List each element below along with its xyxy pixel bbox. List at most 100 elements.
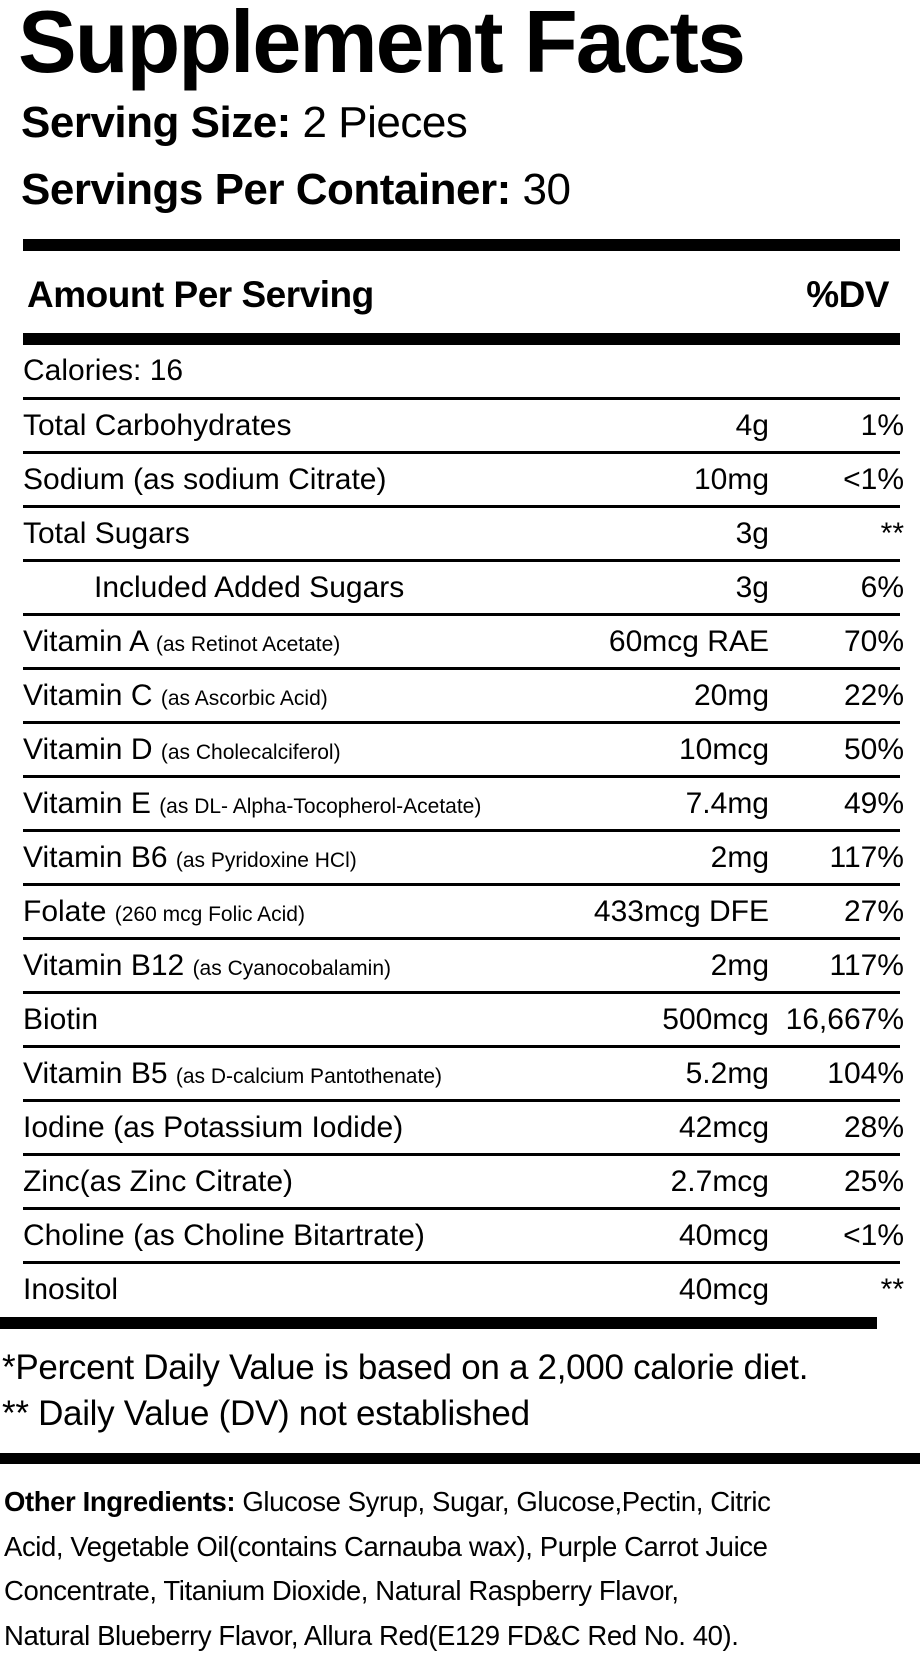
dv-heading: %DV xyxy=(806,272,889,318)
nutrient-amount: 2.7mcg xyxy=(671,1165,769,1199)
nutrient-amount: 40mcg xyxy=(679,1273,769,1307)
nutrient-source: (as D-calcium Pantothenate) xyxy=(176,1065,442,1088)
nutrient-name: Vitamin D (as Cholecalciferol) xyxy=(23,733,341,767)
nutrient-row: Vitamin B5 (as D-calcium Pantothenate) 5.… xyxy=(23,1048,900,1102)
nutrient-source: (as Pyridoxine HCl) xyxy=(176,849,357,872)
footnote-dv-not-established: ** Daily Value (DV) not established xyxy=(2,1391,530,1437)
nutrient-dv: <1% xyxy=(843,1219,904,1253)
nutrient-name: Included Added Sugars xyxy=(94,571,404,605)
nutrient-source: (as Retinot Acetate) xyxy=(156,633,340,656)
nutrient-source: (as DL- Alpha-Tocopherol-Acetate) xyxy=(159,795,481,818)
nutrient-source: (as Cholecalciferol) xyxy=(161,741,341,764)
nutrient-row: Vitamin E (as DL- Alpha-Tocopherol-Aceta… xyxy=(23,778,900,832)
divider-thick xyxy=(23,333,900,345)
nutrient-row: Sodium (as sodium Citrate)10mg<1% xyxy=(23,454,900,508)
amount-per-serving-heading: Amount Per Serving xyxy=(27,272,374,318)
nutrient-amount: 42mcg xyxy=(679,1111,769,1145)
nutrient-label: Iodine (as Potassium Iodide) xyxy=(23,1111,403,1144)
nutrient-label: Inositol xyxy=(23,1273,118,1306)
nutrient-amount: 60mcg RAE xyxy=(609,625,769,659)
nutrient-name: Inositol xyxy=(23,1273,118,1307)
nutrient-source: (as Ascorbic Acid) xyxy=(161,687,328,710)
nutrient-name: Folate (260 mcg Folic Acid) xyxy=(23,895,305,929)
nutrient-row: Choline (as Choline Bitartrate)40mcg<1% xyxy=(23,1210,900,1264)
calories: Calories: 16 xyxy=(23,354,183,388)
ingredients-text: Glucose Syrup, Sugar, Glucose,Pectin, Ci… xyxy=(235,1486,770,1517)
nutrient-amount: 3g xyxy=(736,571,769,605)
ingredients-line: Concentrate, Titanium Dioxide, Natural R… xyxy=(4,1569,920,1614)
nutrient-label: Biotin xyxy=(23,1003,98,1036)
nutrient-label: Vitamin E xyxy=(23,787,151,820)
nutrient-dv: 117% xyxy=(829,949,904,983)
nutrient-name: Biotin xyxy=(23,1003,98,1037)
nutrient-dv: 22% xyxy=(844,679,904,713)
nutrient-amount: 2mg xyxy=(711,841,769,875)
nutrient-label: Included Added Sugars xyxy=(94,571,404,604)
nutrient-dv: ** xyxy=(881,517,904,551)
divider-thick xyxy=(0,1317,877,1329)
nutrient-dv: 70% xyxy=(844,625,904,659)
nutrient-amount: 500mcg xyxy=(662,1003,769,1037)
nutrient-dv: 16,667% xyxy=(786,1003,904,1037)
nutrient-dv: 104% xyxy=(827,1057,904,1091)
nutrient-dv: 6% xyxy=(861,571,904,605)
table-header: Amount Per Serving %DV xyxy=(27,272,889,318)
panel-title: Supplement Facts xyxy=(18,0,744,92)
nutrient-label: Vitamin B6 xyxy=(23,841,168,874)
other-ingredients-label: Other Ingredients: xyxy=(4,1486,235,1517)
nutrient-amount: 7.4mg xyxy=(686,787,769,821)
nutrient-dv: ** xyxy=(881,1273,904,1307)
ingredients-line: Other Ingredients: Glucose Syrup, Sugar,… xyxy=(4,1480,920,1525)
nutrient-name: Choline (as Choline Bitartrate) xyxy=(23,1219,425,1253)
nutrient-name: Total Carbohydrates xyxy=(23,409,291,443)
nutrient-label: Folate xyxy=(23,895,106,928)
nutrient-label: Vitamin D xyxy=(23,733,153,766)
nutrient-amount: 20mg xyxy=(694,679,769,713)
nutrient-amount: 40mcg xyxy=(679,1219,769,1253)
nutrient-label: Vitamin A xyxy=(23,625,148,658)
nutrient-name: Zinc(as Zinc Citrate) xyxy=(23,1165,293,1199)
nutrient-dv: 28% xyxy=(844,1111,904,1145)
nutrient-dv: 50% xyxy=(844,733,904,767)
nutrient-label: Vitamin B12 xyxy=(23,949,184,982)
ingredients-line: Acid, Vegetable Oil(contains Carnauba wa… xyxy=(4,1525,920,1570)
serving-size-label: Serving Size: xyxy=(21,98,291,147)
divider-thick xyxy=(0,1453,920,1464)
nutrient-amount: 433mcg DFE xyxy=(594,895,769,929)
nutrient-label: Vitamin B5 xyxy=(23,1057,168,1090)
nutrient-name: Vitamin B5 (as D-calcium Pantothenate) xyxy=(23,1057,442,1091)
ingredients-line: Natural Blueberry Flavor, Allura Red(E12… xyxy=(4,1614,920,1658)
nutrient-amount: 10mcg xyxy=(679,733,769,767)
other-ingredients: Other Ingredients: Glucose Syrup, Sugar,… xyxy=(4,1480,920,1658)
nutrient-label: Sodium (as sodium Citrate) xyxy=(23,463,386,496)
nutrient-label: Total Sugars xyxy=(23,517,190,550)
nutrient-name: Sodium (as sodium Citrate) xyxy=(23,463,386,497)
nutrient-amount: 10mg xyxy=(694,463,769,497)
divider-thick xyxy=(23,239,900,251)
nutrient-name: Vitamin E (as DL- Alpha-Tocopherol-Aceta… xyxy=(23,787,481,821)
nutrient-name: Iodine (as Potassium Iodide) xyxy=(23,1111,403,1145)
servings-per-container: Servings Per Container: 30 xyxy=(21,164,570,216)
nutrient-label: Zinc(as Zinc Citrate) xyxy=(23,1165,293,1198)
nutrient-amount: 4g xyxy=(736,409,769,443)
nutrient-dv: 25% xyxy=(844,1165,904,1199)
nutrient-amount: 5.2mg xyxy=(686,1057,769,1091)
serving-size: Serving Size: 2 Pieces xyxy=(21,97,467,149)
nutrient-dv: 1% xyxy=(861,409,904,443)
nutrient-name: Total Sugars xyxy=(23,517,190,551)
nutrient-label: Vitamin C xyxy=(23,679,153,712)
footnote-percent-dv: *Percent Daily Value is based on a 2,000… xyxy=(2,1345,808,1391)
nutrient-dv: 27% xyxy=(844,895,904,929)
